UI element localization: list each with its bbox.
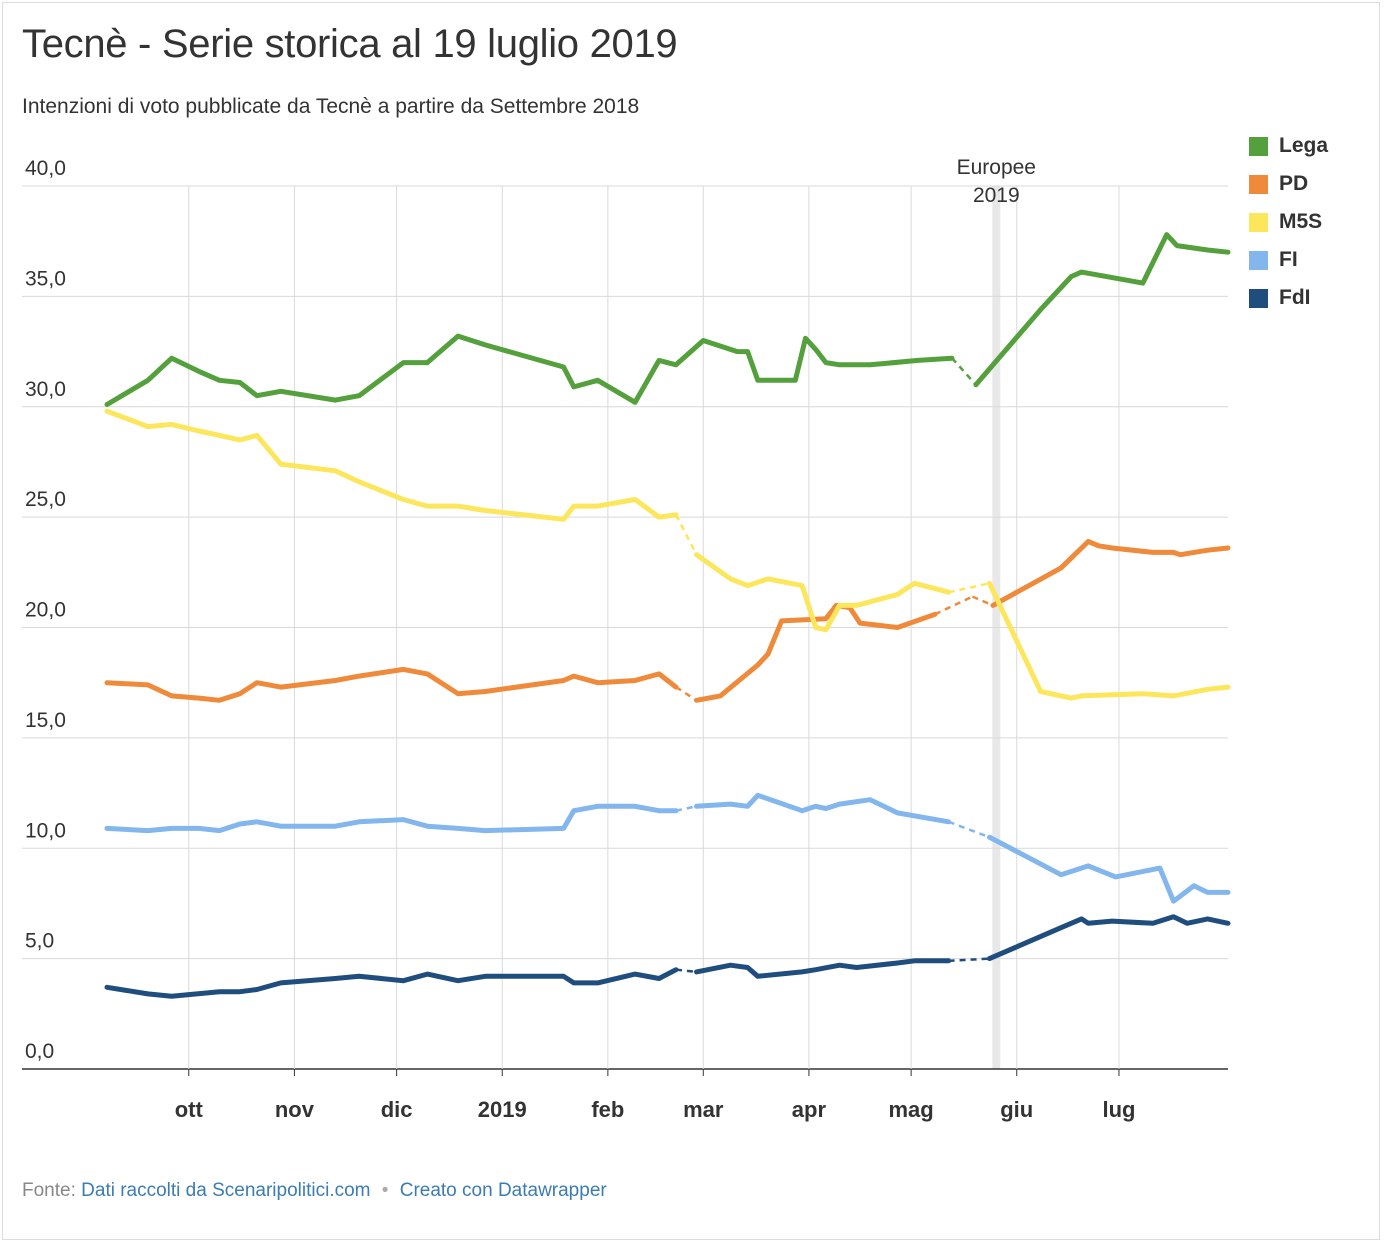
x-tick-label: feb — [591, 1097, 624, 1122]
y-tick-label: 30,0 — [25, 378, 66, 401]
y-tick-label: 15,0 — [25, 709, 66, 732]
y-tick-label: 25,0 — [25, 488, 66, 511]
legend-swatch — [1249, 136, 1268, 156]
legend-swatch — [1249, 174, 1268, 194]
annotation-label: 2019 — [973, 184, 1020, 207]
y-tick-label: 40,0 — [25, 157, 66, 180]
series-line-m5s — [694, 552, 952, 633]
series-line-fi — [104, 803, 679, 834]
x-tick-label: nov — [275, 1097, 315, 1122]
legend-swatch — [1249, 288, 1268, 308]
series-line-lega — [973, 232, 1231, 388]
series-gap-m5s — [674, 514, 698, 556]
y-tick-label: 0,0 — [25, 1040, 54, 1063]
legend-item: Lega — [1249, 127, 1328, 165]
legend-item: FI — [1249, 241, 1328, 279]
source-link[interactable]: Dati raccolti da Scenaripolitici.com — [81, 1180, 371, 1201]
series-gap-pd — [971, 595, 994, 607]
series-line-fi — [694, 792, 952, 825]
series-gap-fi — [948, 820, 990, 839]
legend-item: FdI — [1249, 279, 1328, 317]
x-tick-label: mar — [683, 1097, 724, 1122]
series-line-m5s — [104, 408, 679, 522]
source-prefix: Fonte: — [22, 1180, 76, 1201]
legend-label: Lega — [1279, 134, 1329, 157]
x-tick-label: 2019 — [478, 1097, 527, 1122]
legend-swatch — [1249, 212, 1268, 232]
series-gap-pd — [675, 686, 698, 702]
series-line-fi — [987, 834, 1231, 904]
x-tick-label: apr — [792, 1097, 827, 1122]
series-gap-lega — [951, 357, 977, 386]
chart-subtitle: Intenzioni di voto pubblicate da Tecnè a… — [22, 95, 640, 118]
series-line-fdi — [694, 958, 952, 979]
series-line-pd — [990, 538, 1231, 608]
legend-item: M5S — [1249, 203, 1328, 241]
series-gap-m5s — [948, 582, 990, 594]
series-line-pd — [694, 602, 938, 703]
credit-link[interactable]: Creato con Datawrapper — [399, 1180, 607, 1201]
y-tick-label: 5,0 — [25, 930, 54, 953]
footer: Fonte: Dati raccolti da Scenaripolitici.… — [22, 1180, 607, 1202]
annotation-label: Europee — [957, 156, 1036, 179]
legend-label: FI — [1279, 248, 1298, 271]
series-gap-pd — [934, 595, 973, 616]
legend-label: M5S — [1279, 210, 1323, 233]
chart-title: Tecnè - Serie storica al 19 luglio 2019 — [22, 22, 678, 66]
series-line-fdi — [104, 967, 679, 999]
x-tick-label: dic — [381, 1097, 413, 1122]
x-tick-label: lug — [1102, 1097, 1135, 1122]
series-line-lega — [104, 333, 955, 407]
x-tick-label: ott — [175, 1097, 204, 1122]
legend-swatch — [1249, 250, 1268, 270]
x-tick-label: giu — [1000, 1097, 1033, 1122]
legend-label: PD — [1279, 172, 1309, 195]
series-gap-fdi — [675, 968, 697, 974]
series-gap-fi — [675, 805, 697, 812]
y-tick-label: 35,0 — [25, 267, 66, 290]
series-gap-fdi — [948, 957, 990, 963]
footer-separator: • — [381, 1180, 389, 1201]
series-line-pd — [104, 666, 679, 703]
legend: Lega PD M5S FI FdI — [1249, 127, 1328, 317]
y-tick-label: 10,0 — [25, 819, 66, 842]
x-tick-label: mag — [888, 1097, 933, 1122]
legend-label: FdI — [1279, 286, 1311, 309]
series-line-fdi — [987, 914, 1231, 962]
legend-item: PD — [1249, 165, 1328, 203]
series-line-m5s — [987, 580, 1231, 701]
y-tick-label: 20,0 — [25, 599, 66, 622]
